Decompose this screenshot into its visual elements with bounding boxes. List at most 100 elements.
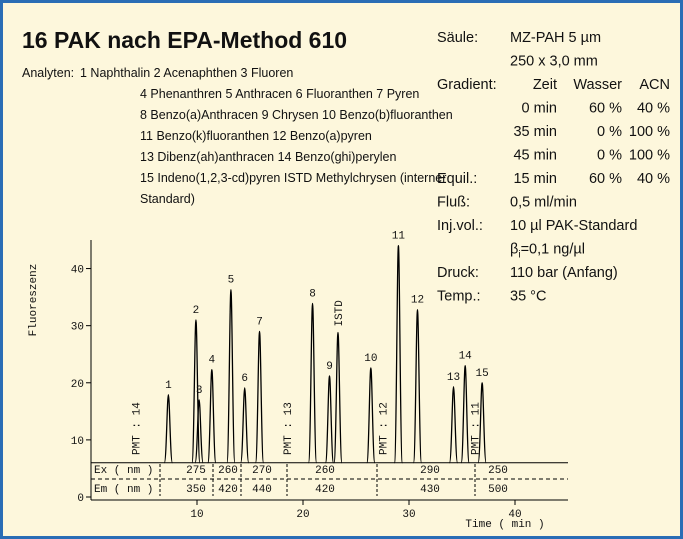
peak-label: 3 [196, 385, 203, 397]
peak [460, 364, 470, 464]
condition-value: 35 °C [510, 289, 546, 305]
condition-value: βi=0,1 ng/µl [510, 242, 585, 261]
condition-cell: 60 % [589, 101, 622, 117]
peak-label: 5 [228, 275, 235, 287]
condition-cell: Wasser [573, 77, 622, 93]
x-tick-label: 40 [508, 509, 521, 521]
condition-label: Temp.: [437, 289, 481, 305]
peak [333, 331, 343, 464]
peak [163, 394, 174, 464]
condition-label: Gradient: [437, 77, 497, 93]
pmt-label: PMT : 11 [471, 402, 483, 455]
peak [448, 386, 459, 464]
peak [477, 382, 487, 464]
peak [226, 289, 236, 464]
peak-label: 8 [309, 288, 316, 300]
peak-label: 12 [411, 295, 424, 307]
analyte-line: 4 Phenanthren 5 Anthracen 6 Fluoranthen … [140, 87, 419, 101]
condition-label: Equil.: [437, 171, 477, 187]
peak-label: 7 [256, 316, 263, 328]
peak-label: 11 [392, 231, 406, 243]
peak-label: ISTD [334, 300, 346, 327]
peak [207, 368, 217, 464]
analyte-line: 13 Dibenz(ah)anthracen 14 Benzo(ghi)pery… [140, 150, 396, 164]
condition-value: MZ-PAH 5 µm [510, 30, 601, 46]
x-tick-label: 20 [296, 509, 309, 521]
analyte-line: 1 Naphthalin 2 Acenaphthen 3 Fluoren [80, 66, 293, 80]
condition-rest: =0,1 ng/µl [521, 242, 585, 258]
em-value: 440 [252, 484, 272, 496]
peak [194, 399, 204, 464]
y-tick-label: 20 [71, 379, 84, 391]
condition-cell: 0 % [597, 148, 622, 164]
peak [240, 387, 250, 464]
condition-value: 110 bar (Anfang) [510, 265, 618, 281]
condition-label: Säule: [437, 30, 478, 46]
peak-label: 2 [193, 305, 200, 317]
condition-cell: 35 min [513, 124, 557, 140]
title: 16 PAK nach EPA-Method 610 [22, 27, 347, 53]
condition-cell: 0 min [522, 101, 557, 117]
em-label: Em ( nm ) [94, 484, 153, 496]
y-tick-label: 30 [71, 322, 84, 334]
em-value: 500 [488, 484, 508, 496]
condition-cell: 15 min [513, 171, 557, 187]
condition-cell: 45 min [513, 148, 557, 164]
peak-label: 4 [209, 355, 216, 367]
x-tick-label: 30 [402, 509, 415, 521]
condition-cell: 40 % [637, 101, 670, 117]
y-axis-label: Fluoreszenz [28, 264, 40, 337]
condition-label: Druck: [437, 265, 479, 281]
peak-label: 9 [326, 361, 333, 373]
x-axis-label: Time ( min ) [465, 519, 544, 531]
ex-value: 260 [315, 465, 335, 477]
ex-label: Ex ( nm ) [94, 465, 153, 477]
peak [191, 319, 201, 464]
subscript: i [518, 250, 520, 261]
pmt-label: PMT : 13 [283, 402, 295, 455]
peak-label: 1 [165, 380, 172, 392]
em-value: 350 [186, 484, 206, 496]
ex-value: 260 [218, 465, 238, 477]
x-tick-label: 10 [190, 509, 203, 521]
condition-cell: 40 % [637, 171, 670, 187]
condition-cell: Zeit [533, 77, 557, 93]
ex-value: 250 [488, 465, 508, 477]
em-value: 420 [315, 484, 335, 496]
analyte-line: Standard) [140, 192, 195, 206]
analyte-line: 8 Benzo(a)Anthracen 9 Chrysen 10 Benzo(b… [140, 108, 453, 122]
peak-label: 15 [476, 368, 489, 380]
y-tick-label: 10 [71, 436, 84, 448]
y-tick-label: 0 [77, 493, 84, 505]
em-value: 420 [218, 484, 238, 496]
peak [324, 375, 335, 464]
peak [307, 302, 318, 464]
condition-value: 10 µl PAK-Standard [510, 218, 637, 234]
analyte-line: 11 Benzo(k)fluoranthen 12 Benzo(a)pyren [140, 129, 372, 143]
ex-value: 275 [186, 465, 206, 477]
analyte-line: 15 Indeno(1,2,3-cd)pyren ISTD Methylchry… [140, 171, 446, 185]
peak [393, 245, 404, 464]
analytes-label: Analyten: [22, 66, 74, 80]
peak-label: 14 [459, 351, 473, 363]
peak [254, 330, 265, 464]
ex-value: 270 [252, 465, 272, 477]
condition-value: 0,5 ml/min [510, 195, 577, 211]
peak-label: 6 [241, 373, 248, 385]
condition-cell: 100 % [629, 148, 670, 164]
y-tick-label: 40 [71, 265, 84, 277]
condition-cell: 60 % [589, 171, 622, 187]
peak-label: 10 [364, 353, 377, 365]
condition-cell: 0 % [597, 124, 622, 140]
peak [412, 309, 423, 464]
peak-label: 13 [447, 372, 460, 384]
pmt-label: PMT : 12 [379, 402, 391, 455]
ex-value: 290 [420, 465, 440, 477]
symbol: β [510, 242, 518, 258]
condition-cell: 100 % [629, 124, 670, 140]
condition-label: Inj.vol.: [437, 218, 483, 234]
condition-value: 250 x 3,0 mm [510, 54, 598, 70]
em-value: 430 [420, 484, 440, 496]
condition-cell: ACN [639, 77, 670, 93]
